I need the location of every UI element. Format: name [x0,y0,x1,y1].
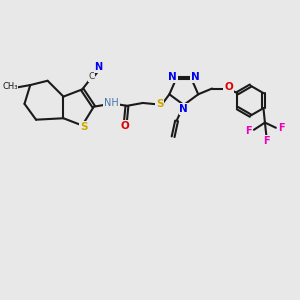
Text: CH₃: CH₃ [2,82,18,91]
Text: NH: NH [104,98,119,108]
Text: N: N [168,72,177,82]
Text: F: F [263,136,270,146]
Text: N: N [179,104,188,114]
Text: N: N [191,72,200,82]
Text: C: C [88,72,94,81]
Text: S: S [156,99,163,110]
Text: F: F [278,123,285,134]
Text: F: F [245,126,252,136]
Text: O: O [224,82,233,92]
Text: N: N [94,62,102,72]
Text: O: O [121,121,129,131]
Text: S: S [80,122,87,132]
